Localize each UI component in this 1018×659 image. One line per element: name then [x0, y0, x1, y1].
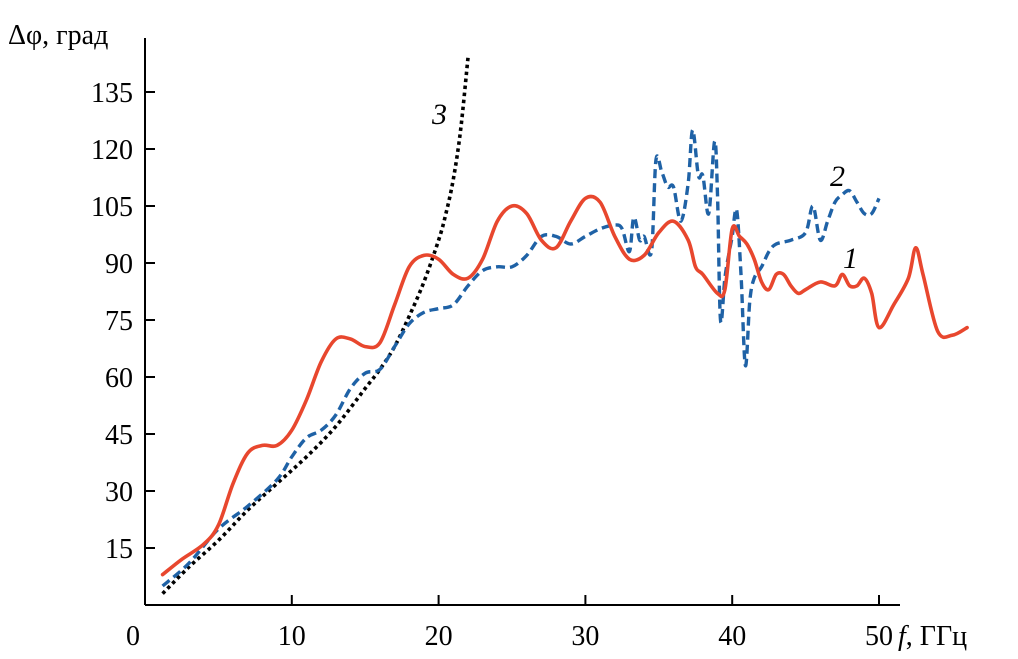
x-tick-label: 10: [278, 621, 306, 652]
x-axis-unit: , ГГц: [906, 621, 967, 652]
x-tick-label: 50: [865, 621, 893, 652]
y-tick-label: 45: [105, 420, 133, 451]
series-layer: [160, 57, 969, 595]
y-tick-label: 15: [105, 534, 133, 565]
x-tick-label: 0: [126, 621, 140, 652]
x-tick-label: 20: [425, 621, 453, 652]
y-tick-label: 105: [91, 192, 133, 223]
series-2-line: [161, 128, 881, 588]
y-tick-label: 90: [105, 249, 133, 280]
y-tick-label: 120: [91, 135, 133, 166]
series-3-line: [161, 57, 470, 595]
series-label-3: 3: [431, 98, 447, 131]
y-ticks: 15 30 45 60 75 90 105 120 135: [91, 78, 155, 565]
y-tick-label: 30: [105, 477, 133, 508]
x-axis-title: f, ГГц: [898, 621, 967, 652]
series-1-line: [160, 194, 969, 577]
series-label-2: 2: [830, 160, 845, 193]
x-tick-label: 30: [571, 621, 599, 652]
y-tick-label: 60: [105, 363, 133, 394]
axes: [144, 38, 900, 606]
y-tick-label: 75: [105, 306, 133, 337]
x-ticks: 0 10 20 30 40 50: [126, 595, 893, 652]
y-tick-label: 135: [91, 78, 133, 109]
x-tick-label: 40: [718, 621, 746, 652]
x-axis-variable: f: [898, 621, 909, 652]
series-label-1: 1: [843, 242, 858, 275]
y-axis-title: Δφ, град: [8, 20, 108, 51]
